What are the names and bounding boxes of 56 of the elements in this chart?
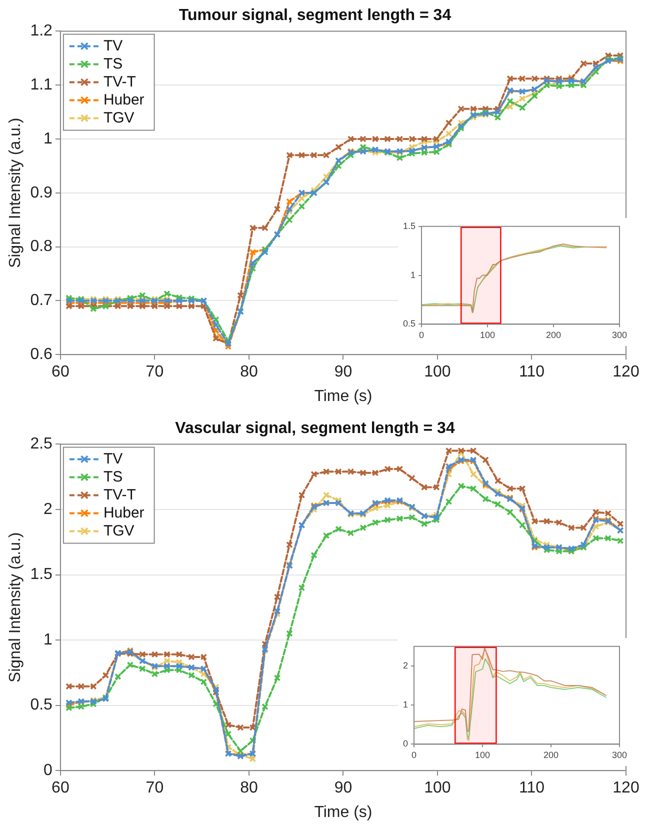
y-axis-title: Signal Intensity (a.u.)	[7, 118, 24, 268]
y-axis-title: Signal Intensity (a.u.)	[7, 532, 24, 683]
x-tick-label: 100	[424, 780, 451, 797]
x-tick-label: 70	[146, 780, 164, 797]
x-axis-title: Time (s)	[314, 388, 372, 405]
x-tick-label: 100	[480, 330, 496, 340]
y-tick-label: 0.5	[402, 318, 416, 329]
x-tick-label: 300	[612, 330, 628, 340]
legend-label: TGV	[103, 109, 134, 126]
legend-label: TV	[103, 37, 123, 54]
y-tick-label: 1.5	[402, 220, 416, 231]
x-axis-title: Time (s)	[314, 804, 372, 821]
x-tick-label: 90	[334, 780, 352, 797]
legend-label: Huber	[103, 91, 144, 108]
y-tick-label: 1	[44, 631, 53, 648]
y-tick-label: 0.7	[30, 292, 53, 310]
legend-label: TS	[103, 55, 123, 72]
legend-label: TV-T	[103, 486, 136, 504]
x-tick-label: 200	[546, 330, 562, 340]
legend-label: TV	[103, 450, 123, 468]
x-tick-label: 60	[52, 364, 70, 381]
chart-title: Vascular signal, segment length = 34	[175, 420, 455, 438]
y-tick-label: 2	[402, 660, 408, 670]
x-tick-label: 200	[543, 750, 559, 760]
x-tick-label: 300	[612, 750, 628, 760]
x-tick-label: 110	[518, 364, 545, 381]
x-tick-label: 100	[424, 364, 451, 381]
y-tick-label: 1.2	[30, 22, 53, 40]
y-tick-label: 2.5	[30, 436, 53, 453]
y-tick-label: 1	[410, 270, 416, 280]
y-tick-label: 0.6	[30, 346, 53, 364]
x-tick-label: 0	[419, 330, 424, 340]
y-tick-label: 1.5	[30, 566, 53, 584]
x-tick-label: 80	[240, 780, 258, 797]
x-tick-label: 70	[146, 364, 164, 381]
chart-title: Tumour signal, segment length = 34	[178, 7, 452, 24]
x-tick-label: 100	[474, 750, 490, 760]
legend-label: TGV	[103, 522, 134, 540]
x-tick-label: 80	[240, 364, 258, 381]
legend-label: TS	[103, 468, 123, 486]
y-tick-label: 1	[402, 700, 408, 710]
y-tick-label: 0.9	[30, 184, 53, 202]
x-tick-label: 120	[612, 364, 640, 381]
y-tick-label: 0	[402, 738, 408, 749]
y-tick-label: 2	[44, 500, 53, 518]
x-tick-label: 60	[52, 780, 70, 797]
legend-label: TV-T	[103, 73, 136, 90]
legend-label: Huber	[103, 504, 144, 522]
y-tick-label: 0.8	[30, 238, 53, 256]
y-tick-label: 0	[44, 762, 53, 780]
y-tick-label: 1	[44, 130, 53, 148]
x-tick-label: 90	[334, 364, 352, 381]
x-tick-label: 110	[518, 780, 545, 797]
x-tick-label: 120	[612, 780, 640, 797]
y-tick-label: 1.1	[30, 76, 53, 94]
y-tick-label: 0.5	[30, 696, 53, 714]
